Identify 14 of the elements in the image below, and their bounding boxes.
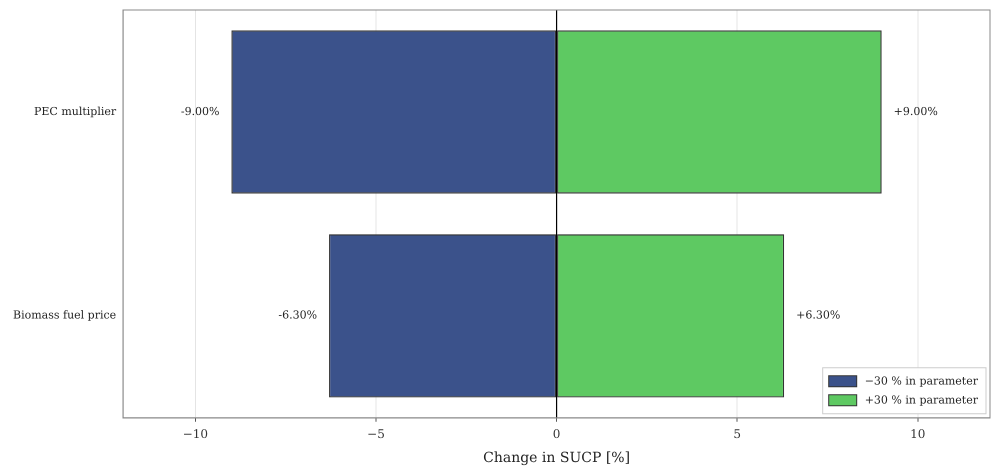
data-label: +6.30% (796, 308, 840, 322)
y-tick-label: PEC multiplier (34, 104, 117, 118)
x-tick-label: −5 (367, 427, 385, 442)
x-tick-label: 0 (552, 427, 560, 442)
data-label: +9.00% (894, 104, 938, 118)
legend-label: −30 % in parameter (864, 374, 979, 388)
y-tick-label: Biomass fuel price (12, 308, 116, 322)
x-tick-label: 5 (733, 427, 741, 442)
data-label: -6.30% (278, 308, 318, 322)
x-tick-label: −10 (182, 427, 208, 442)
x-tick-label: 10 (910, 427, 926, 442)
data-label: -9.00% (180, 104, 220, 118)
x-axis-title: Change in SUCP [%] (483, 450, 630, 466)
legend-label: +30 % in parameter (864, 394, 979, 407)
